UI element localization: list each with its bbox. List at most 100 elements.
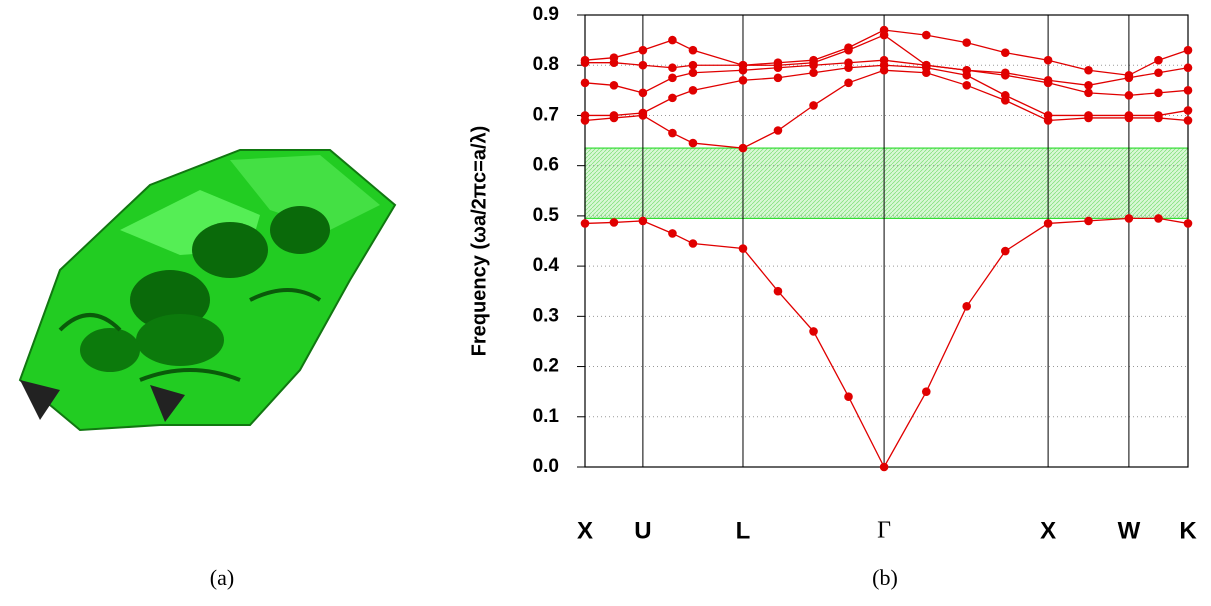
band-point — [639, 61, 648, 70]
band-point — [689, 46, 698, 55]
x-tick-label: X — [577, 517, 593, 544]
band-point — [739, 144, 748, 153]
band-point — [1154, 214, 1163, 223]
band-point — [962, 66, 971, 75]
band-point — [610, 53, 619, 62]
band-point — [739, 61, 748, 70]
band-point — [1184, 106, 1193, 115]
band-point — [774, 126, 783, 135]
panel-label: (b) — [872, 565, 898, 590]
band-point — [809, 327, 818, 336]
band-point — [689, 139, 698, 148]
x-tick-label: U — [634, 517, 651, 544]
band-point — [668, 63, 677, 72]
band-point — [689, 239, 698, 248]
band-point — [1084, 89, 1093, 98]
band-point — [844, 58, 853, 67]
band-point — [689, 86, 698, 95]
band-point — [581, 79, 590, 88]
band-point — [1044, 56, 1053, 65]
band-point — [610, 111, 619, 120]
band-point — [689, 61, 698, 70]
band-point — [1154, 56, 1163, 65]
band-point — [922, 31, 931, 40]
band-point — [739, 76, 748, 85]
band-point — [844, 392, 853, 401]
band-point — [739, 244, 748, 253]
band-point — [668, 36, 677, 45]
y-tick-label: 0.7 — [533, 104, 559, 125]
x-tick-label: K — [1179, 517, 1197, 544]
band-point — [880, 26, 889, 35]
band-point — [581, 56, 590, 65]
band-point — [610, 81, 619, 90]
figure: (a) (b) Frequency (ωa/2πc=a/λ) 0.00.10.2… — [0, 0, 1211, 601]
band-point — [962, 302, 971, 311]
band-point — [1125, 111, 1134, 120]
band-line — [585, 218, 1188, 467]
y-tick-label: 0.5 — [533, 205, 560, 226]
band-point — [922, 387, 931, 396]
band-point — [639, 217, 648, 226]
band-point — [689, 68, 698, 77]
band-point — [1084, 66, 1093, 75]
band-point — [1001, 68, 1010, 77]
band-point — [1154, 89, 1163, 98]
y-tick-label: 0.1 — [533, 406, 560, 427]
band-point — [1154, 111, 1163, 120]
x-tick-label: Γ — [877, 518, 891, 544]
band-point — [1001, 48, 1010, 57]
band-point — [962, 38, 971, 47]
band-point — [1044, 76, 1053, 85]
band-point — [1184, 116, 1193, 125]
y-tick-label: 0.4 — [533, 255, 560, 276]
band-point — [844, 43, 853, 52]
band-point — [1184, 219, 1193, 228]
band-point — [668, 129, 677, 138]
band-point — [610, 218, 619, 227]
band-point — [880, 56, 889, 65]
band-point — [668, 229, 677, 238]
band-point — [1125, 214, 1134, 223]
y-tick-label: 0.0 — [533, 456, 559, 477]
band-point — [922, 61, 931, 70]
x-tick-label: L — [736, 517, 751, 544]
band-point — [1084, 81, 1093, 90]
band-point — [1044, 219, 1053, 228]
band-point — [774, 73, 783, 82]
band-point — [581, 111, 590, 120]
y-tick-label: 0.2 — [533, 356, 559, 377]
y-tick-label: 0.3 — [533, 305, 559, 326]
band-point — [639, 89, 648, 98]
band-point — [1044, 111, 1053, 120]
band-point — [1184, 46, 1193, 55]
y-tick-label: 0.9 — [533, 4, 559, 25]
band-point — [1154, 68, 1163, 77]
y-axis-label: Frequency (ωa/2πc=a/λ) — [468, 126, 490, 357]
x-tick-label: X — [1040, 517, 1056, 544]
structure-render — [20, 150, 395, 430]
band-line — [585, 70, 1188, 148]
band-point — [1001, 91, 1010, 100]
band-point — [809, 56, 818, 65]
band-point — [962, 81, 971, 90]
band-point — [639, 109, 648, 118]
band-point — [1001, 247, 1010, 256]
band-point — [809, 101, 818, 110]
band-point — [844, 79, 853, 88]
band-point — [1125, 71, 1134, 80]
band-point — [880, 463, 889, 472]
plot-area: 0.0 0.1 0.2 0.3 0.4 0.5 0.6 0.7 0.8 0.9 X U L Γ X W K — [533, 4, 1198, 544]
band-gap — [585, 148, 1188, 218]
band-point — [1084, 111, 1093, 120]
band-point — [668, 94, 677, 103]
band-point — [668, 73, 677, 82]
band-point — [1184, 86, 1193, 95]
band-point — [774, 58, 783, 67]
y-tick-label: 0.8 — [533, 54, 559, 75]
band-point — [1125, 91, 1134, 100]
y-tick-label: 0.6 — [533, 155, 559, 176]
band-point — [1184, 63, 1193, 72]
band-point — [581, 219, 590, 228]
x-tick-label: W — [1118, 517, 1141, 544]
